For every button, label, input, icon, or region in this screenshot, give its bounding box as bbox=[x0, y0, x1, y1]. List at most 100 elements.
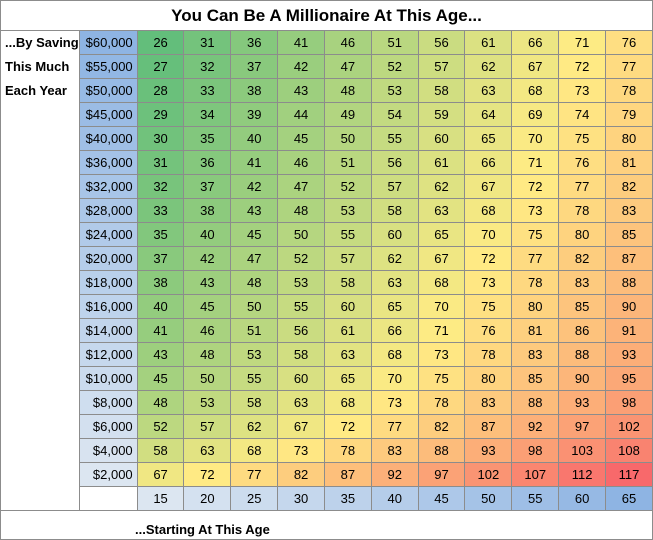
millionaire-age-cell[interactable]: 38 bbox=[230, 78, 279, 103]
saving-amount-cell[interactable]: $45,000 bbox=[78, 102, 138, 127]
millionaire-age-cell[interactable]: 86 bbox=[558, 318, 607, 343]
millionaire-age-cell[interactable]: 60 bbox=[370, 222, 419, 247]
millionaire-age-cell[interactable]: 72 bbox=[511, 174, 560, 199]
millionaire-age-cell[interactable]: 78 bbox=[605, 78, 653, 103]
millionaire-age-cell[interactable]: 97 bbox=[417, 462, 466, 487]
millionaire-age-cell[interactable]: 93 bbox=[605, 342, 653, 367]
saving-amount-cell[interactable]: $20,000 bbox=[78, 246, 138, 271]
millionaire-age-cell[interactable]: 54 bbox=[370, 102, 419, 127]
millionaire-age-cell[interactable]: 53 bbox=[277, 270, 325, 295]
millionaire-age-cell[interactable]: 58 bbox=[417, 78, 466, 103]
millionaire-age-cell[interactable]: 32 bbox=[183, 54, 232, 79]
page-title[interactable]: You Can Be A Millionaire At This Age... bbox=[0, 0, 653, 31]
millionaire-age-cell[interactable]: 90 bbox=[558, 366, 607, 391]
millionaire-age-cell[interactable]: 37 bbox=[230, 54, 279, 79]
millionaire-age-cell[interactable]: 58 bbox=[230, 390, 279, 415]
millionaire-age-cell[interactable]: 77 bbox=[230, 462, 279, 487]
millionaire-age-cell[interactable]: 51 bbox=[230, 318, 279, 343]
millionaire-age-cell[interactable]: 88 bbox=[605, 270, 653, 295]
millionaire-age-cell[interactable]: 55 bbox=[323, 222, 372, 247]
millionaire-age-cell[interactable]: 57 bbox=[370, 174, 419, 199]
millionaire-age-cell[interactable]: 80 bbox=[511, 294, 560, 319]
millionaire-age-cell[interactable]: 66 bbox=[511, 30, 560, 55]
starting-age-cell[interactable]: 55 bbox=[511, 486, 560, 511]
millionaire-age-cell[interactable]: 62 bbox=[370, 246, 419, 271]
millionaire-age-cell[interactable]: 48 bbox=[323, 78, 372, 103]
saving-amount-cell[interactable]: $4,000 bbox=[78, 438, 138, 463]
millionaire-age-cell[interactable]: 63 bbox=[370, 270, 419, 295]
saving-amount-cell[interactable]: $50,000 bbox=[78, 78, 138, 103]
millionaire-age-cell[interactable]: 35 bbox=[136, 222, 185, 247]
millionaire-age-cell[interactable]: 52 bbox=[136, 414, 185, 439]
millionaire-age-cell[interactable]: 77 bbox=[558, 174, 607, 199]
millionaire-age-cell[interactable]: 83 bbox=[370, 438, 419, 463]
millionaire-age-cell[interactable]: 65 bbox=[417, 222, 466, 247]
starting-age-cell[interactable]: 50 bbox=[464, 486, 513, 511]
millionaire-age-cell[interactable]: 68 bbox=[370, 342, 419, 367]
millionaire-age-cell[interactable]: 34 bbox=[183, 102, 232, 127]
saving-amount-cell[interactable]: $55,000 bbox=[78, 54, 138, 79]
saving-amount-cell[interactable]: $8,000 bbox=[78, 390, 138, 415]
millionaire-age-cell[interactable]: 55 bbox=[370, 126, 419, 151]
millionaire-age-cell[interactable]: 66 bbox=[370, 318, 419, 343]
millionaire-age-cell[interactable]: 47 bbox=[323, 54, 372, 79]
millionaire-age-cell[interactable]: 28 bbox=[136, 78, 185, 103]
millionaire-age-cell[interactable]: 37 bbox=[136, 246, 185, 271]
millionaire-age-cell[interactable]: 62 bbox=[464, 54, 513, 79]
millionaire-age-cell[interactable]: 41 bbox=[277, 30, 325, 55]
starting-age-cell[interactable]: 65 bbox=[605, 486, 653, 511]
millionaire-age-cell[interactable]: 29 bbox=[136, 102, 185, 127]
millionaire-age-cell[interactable]: 97 bbox=[558, 414, 607, 439]
millionaire-age-cell[interactable]: 58 bbox=[370, 198, 419, 223]
millionaire-age-cell[interactable]: 40 bbox=[183, 222, 232, 247]
millionaire-age-cell[interactable]: 78 bbox=[464, 342, 513, 367]
millionaire-age-cell[interactable]: 68 bbox=[464, 198, 513, 223]
millionaire-age-cell[interactable]: 41 bbox=[230, 150, 279, 175]
blank-cell[interactable] bbox=[78, 486, 138, 511]
millionaire-age-cell[interactable]: 70 bbox=[464, 222, 513, 247]
millionaire-age-cell[interactable]: 52 bbox=[277, 246, 325, 271]
millionaire-age-cell[interactable]: 93 bbox=[464, 438, 513, 463]
millionaire-age-cell[interactable]: 85 bbox=[511, 366, 560, 391]
millionaire-age-cell[interactable]: 61 bbox=[417, 150, 466, 175]
millionaire-age-cell[interactable]: 48 bbox=[183, 342, 232, 367]
saving-amount-cell[interactable]: $32,000 bbox=[78, 174, 138, 199]
millionaire-age-cell[interactable]: 61 bbox=[323, 318, 372, 343]
millionaire-age-cell[interactable]: 83 bbox=[558, 270, 607, 295]
millionaire-age-cell[interactable]: 50 bbox=[230, 294, 279, 319]
millionaire-age-cell[interactable]: 40 bbox=[230, 126, 279, 151]
millionaire-age-cell[interactable]: 38 bbox=[183, 198, 232, 223]
millionaire-age-cell[interactable]: 78 bbox=[323, 438, 372, 463]
millionaire-age-cell[interactable]: 41 bbox=[136, 318, 185, 343]
millionaire-age-cell[interactable]: 55 bbox=[230, 366, 279, 391]
millionaire-age-cell[interactable]: 64 bbox=[464, 102, 513, 127]
column-axis-label[interactable]: ...Starting At This Age bbox=[0, 510, 653, 540]
millionaire-age-cell[interactable]: 53 bbox=[230, 342, 279, 367]
millionaire-age-cell[interactable]: 62 bbox=[230, 414, 279, 439]
millionaire-age-cell[interactable]: 73 bbox=[464, 270, 513, 295]
millionaire-age-cell[interactable]: 46 bbox=[183, 318, 232, 343]
millionaire-age-cell[interactable]: 88 bbox=[511, 390, 560, 415]
millionaire-age-cell[interactable]: 83 bbox=[511, 342, 560, 367]
millionaire-age-cell[interactable]: 71 bbox=[511, 150, 560, 175]
millionaire-age-cell[interactable]: 77 bbox=[605, 54, 653, 79]
millionaire-age-cell[interactable]: 70 bbox=[370, 366, 419, 391]
saving-amount-cell[interactable]: $14,000 bbox=[78, 318, 138, 343]
millionaire-age-cell[interactable]: 77 bbox=[511, 246, 560, 271]
millionaire-age-cell[interactable]: 76 bbox=[605, 30, 653, 55]
millionaire-age-cell[interactable]: 61 bbox=[464, 30, 513, 55]
millionaire-age-cell[interactable]: 98 bbox=[605, 390, 653, 415]
millionaire-age-cell[interactable]: 63 bbox=[183, 438, 232, 463]
millionaire-age-cell[interactable]: 51 bbox=[370, 30, 419, 55]
millionaire-age-cell[interactable]: 49 bbox=[323, 102, 372, 127]
millionaire-age-cell[interactable]: 65 bbox=[370, 294, 419, 319]
millionaire-age-cell[interactable]: 75 bbox=[417, 366, 466, 391]
millionaire-age-cell[interactable]: 67 bbox=[136, 462, 185, 487]
millionaire-age-cell[interactable]: 50 bbox=[183, 366, 232, 391]
millionaire-age-cell[interactable]: 35 bbox=[183, 126, 232, 151]
millionaire-age-cell[interactable]: 83 bbox=[605, 198, 653, 223]
millionaire-age-cell[interactable]: 47 bbox=[277, 174, 325, 199]
millionaire-age-cell[interactable]: 102 bbox=[464, 462, 513, 487]
millionaire-age-cell[interactable]: 58 bbox=[277, 342, 325, 367]
millionaire-age-cell[interactable]: 80 bbox=[605, 126, 653, 151]
